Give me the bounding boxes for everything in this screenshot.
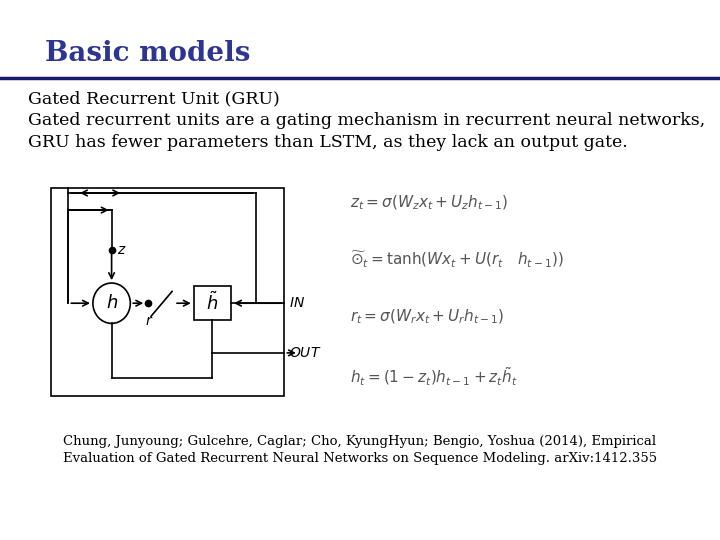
Bar	[194, 286, 231, 320]
Text: $h$: $h$	[106, 294, 117, 312]
Bar	[51, 188, 284, 396]
Text: Chung, Junyoung; Gulcehre, Caglar; Cho, KyungHyun; Bengio, Yoshua (2014), Empiri: Chung, Junyoung; Gulcehre, Caglar; Cho, …	[63, 435, 657, 448]
Text: $\tilde{h}$: $\tilde{h}$	[207, 292, 218, 314]
Text: $r_t = \sigma(W_r x_t + U_r h_{t-1})$: $r_t = \sigma(W_r x_t + U_r h_{t-1})$	[350, 308, 504, 326]
Text: $IN$: $IN$	[289, 296, 305, 310]
Text: $z_t = \sigma(W_z x_t + U_z h_{t-1})$: $z_t = \sigma(W_z x_t + U_z h_{t-1})$	[350, 193, 508, 212]
Text: $\widetilde{\odot}_t = \mathrm{tanh}(Wx_t + U(r_t \quad h_{t-1}))$: $\widetilde{\odot}_t = \mathrm{tanh}(Wx_…	[350, 249, 564, 270]
Text: Evaluation of Gated Recurrent Neural Networks on Sequence Modeling. arXiv:1412.3: Evaluation of Gated Recurrent Neural Net…	[63, 452, 657, 465]
Text: $h_t = (1-z_t)h_{t-1} + z_t\tilde{h}_t$: $h_t = (1-z_t)h_{t-1} + z_t\tilde{h}_t$	[350, 366, 518, 388]
Text: GRU has fewer parameters than LSTM, as they lack an output gate.: GRU has fewer parameters than LSTM, as t…	[28, 134, 628, 151]
Text: Gated Recurrent Unit (GRU): Gated Recurrent Unit (GRU)	[28, 90, 280, 107]
Text: Gated recurrent units are a gating mechanism in recurrent neural networks,: Gated recurrent units are a gating mecha…	[28, 112, 706, 129]
Text: $OUT$: $OUT$	[289, 346, 321, 360]
Text: $z$: $z$	[117, 244, 127, 258]
Text: Basic models: Basic models	[45, 40, 251, 67]
Text: $r$: $r$	[145, 314, 153, 328]
